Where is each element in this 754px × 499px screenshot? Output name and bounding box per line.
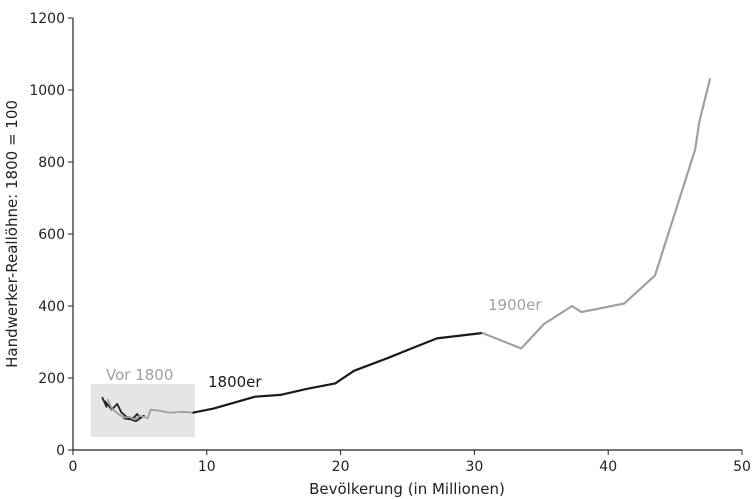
x-tick-label: 0 (69, 459, 78, 475)
y-tick-label: 1000 (29, 83, 65, 99)
series-line-pre1800-light (106, 398, 195, 421)
x-tick-label: 30 (465, 459, 483, 475)
y-tick-label: 400 (38, 299, 65, 315)
y-tick-label: 800 (38, 155, 65, 171)
annotation-1800s: 1800er (208, 373, 262, 391)
x-tick-label: 20 (332, 459, 350, 475)
tick-layer: 0 10 20 30 40 50 0 200 400 600 800 1000 1200 (29, 11, 751, 475)
x-tick-label: 10 (198, 459, 216, 475)
pre1800-region-box (91, 384, 195, 437)
y-tick-label: 200 (38, 371, 65, 387)
x-tick-label: 50 (733, 459, 751, 475)
y-tick-label: 600 (38, 227, 65, 243)
annotation-1900s: 1900er (488, 296, 542, 314)
y-axis-title: Handwerker-Reallöhne: 1800 = 100 (3, 100, 21, 368)
annotation-pre1800: Vor 1800 (106, 366, 173, 384)
series-layer (101, 78, 712, 423)
x-tick-label: 40 (599, 459, 617, 475)
x-axis-title: Bevölkerung (in Millionen) (309, 480, 505, 498)
series-line-1900s-light (481, 78, 712, 350)
series-line-1800s-dark (192, 331, 484, 414)
y-tick-label: 1200 (29, 11, 65, 27)
y-tick-label: 0 (56, 443, 65, 459)
